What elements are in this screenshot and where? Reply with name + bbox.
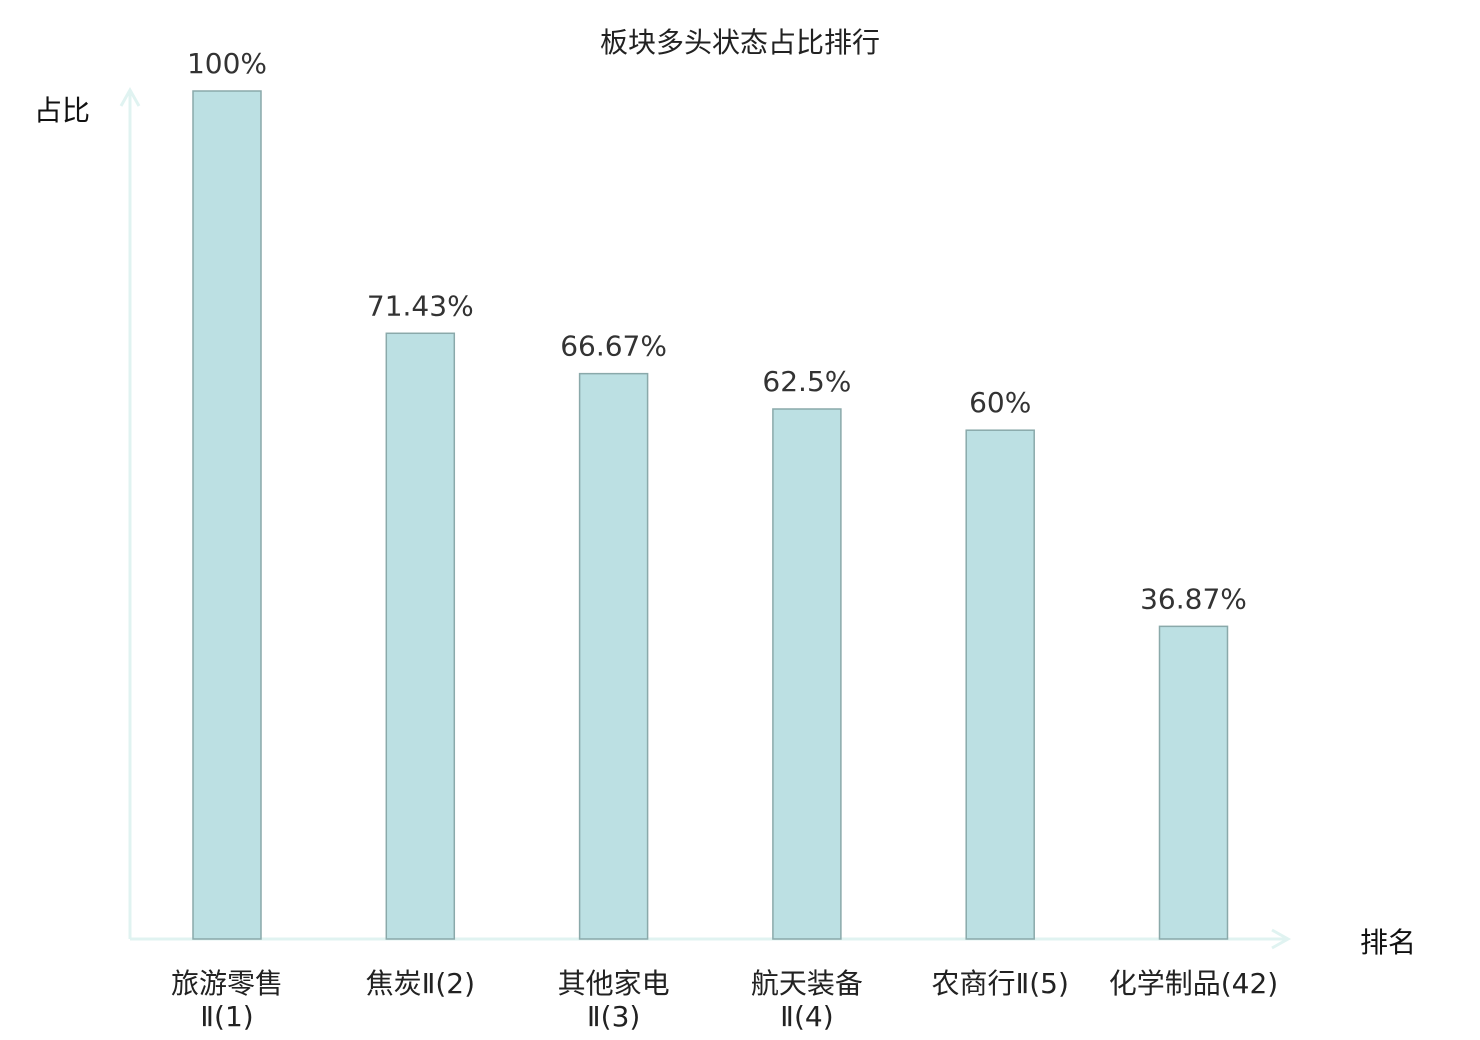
bar: [578, 372, 649, 940]
value-label: 66.67%: [560, 330, 667, 363]
y-axis-label: 占比: [34, 94, 90, 127]
category-label: 农商行Ⅱ(5): [931, 967, 1068, 1000]
category-label: 航天装备 Ⅱ(4): [751, 967, 863, 1033]
category-label: 焦炭Ⅱ(2): [366, 967, 475, 1000]
value-label: 60%: [969, 386, 1031, 419]
bar: [772, 408, 842, 940]
bar: [1158, 625, 1229, 940]
category-label: 旅游零售 Ⅱ(1): [171, 967, 283, 1033]
value-label: 100%: [187, 47, 267, 80]
chart-title: 板块多头状态占比排行: [600, 26, 880, 59]
value-label: 36.87%: [1140, 582, 1247, 615]
y-axis-arrow-icon: [119, 86, 141, 107]
bar: [385, 332, 456, 940]
value-label: 71.43%: [367, 289, 474, 322]
x-axis-label: 排名: [1360, 926, 1416, 959]
bar: [965, 429, 1035, 940]
category-label: 其他家电 Ⅱ(3): [558, 967, 670, 1033]
x-axis-arrow-icon: [1271, 928, 1292, 950]
bar: [192, 90, 262, 940]
category-label: 化学制品(42): [1109, 967, 1278, 1000]
value-label: 62.5%: [762, 365, 851, 398]
